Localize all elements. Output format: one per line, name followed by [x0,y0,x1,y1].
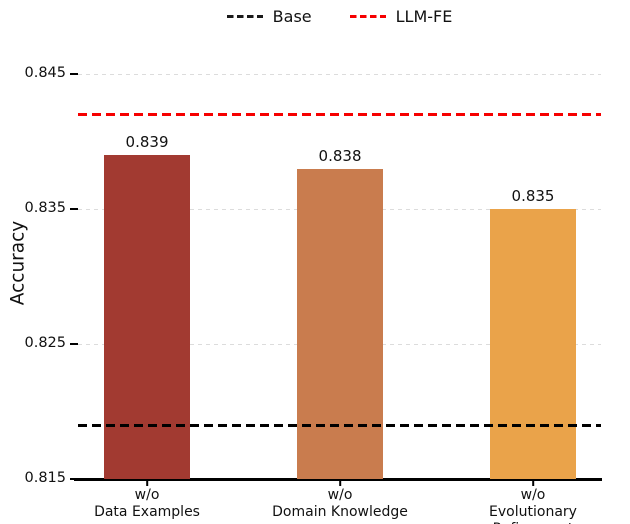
x-tick-label: w/o Domain Knowledge [272,487,408,521]
y-tick-label: 0.845 [24,65,66,81]
bar-value-label: 0.839 [125,133,169,151]
x-tick-label: w/o Evolutionary Refinement [489,487,577,524]
bar-2 [296,168,384,479]
legend-label-base: Base [272,6,312,26]
bar-3 [489,209,577,479]
bar-1 [103,155,191,479]
bar-value-label: 0.835 [511,187,555,205]
legend-entry-base: Base [226,6,312,26]
x-tick-labels: w/o Data Examples w/o Domain Knowledge w/o… [78,487,601,524]
y-tick-mark [70,208,78,210]
gridline [78,73,601,75]
y-tick-mark [70,73,78,75]
x-tick-mark [339,480,341,486]
dashed-line-swatch-red [349,14,386,18]
x-axis-spine [74,477,602,481]
y-tick-label: 0.815 [24,470,66,486]
y-tick-label: 0.825 [24,335,66,351]
y-tick-mark [70,478,78,480]
reference-line-base [78,423,601,427]
legend-entry-llmfe: LLM-FE [349,6,453,26]
legend: Base LLM-FE [78,4,601,28]
legend-label-llmfe: LLM-FE [395,6,453,26]
y-tick-labels: 0.815 0.825 0.835 0.845 [0,47,66,486]
dashed-line-swatch-black [226,14,263,18]
x-tick-mark [532,480,534,486]
reference-line-llm-fe [78,113,601,116]
y-tick-mark [70,343,78,345]
x-tick-mark [146,480,148,486]
plot-area: 0.839 0.838 0.835 [70,47,602,486]
bar-value-label: 0.838 [318,146,362,165]
y-tick-label: 0.835 [24,200,66,216]
x-tick-label: w/o Data Examples [94,487,200,521]
